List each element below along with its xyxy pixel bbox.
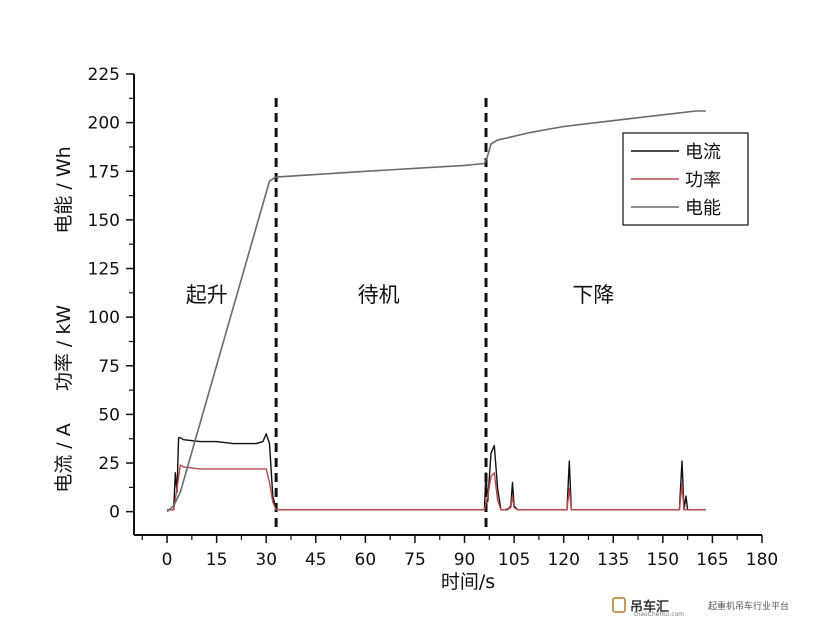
series-line-3: [166, 110, 706, 513]
watermark-tagline: 起重机吊车行业平台: [708, 602, 790, 612]
x-tick-label: 60: [355, 550, 377, 570]
x-tick-label: 105: [498, 550, 530, 570]
legend-label: 电能: [685, 198, 721, 219]
watermark-url: DiaoCheHui.com: [634, 611, 685, 618]
y-tick-label: 0: [109, 503, 120, 523]
x-tick-label: 15: [206, 550, 228, 570]
watermark-brand: 吊车汇: [630, 600, 670, 615]
series-line-1: [167, 433, 706, 511]
ticks: 0 15 30 45 60 75 90 105 120 135 150 165 180 0 25 50 75 10…: [88, 65, 779, 570]
y-tick-label: 175: [88, 162, 120, 182]
axis-titles: 时间/s 电流 / A 功率 / kW 电能 / Wh: [53, 146, 495, 593]
watermark-logo-icon: [612, 597, 626, 613]
y-tick-label: 150: [88, 211, 120, 231]
phase-labels: 起升 待机 下降: [186, 283, 615, 307]
x-tick-label: 180: [746, 550, 778, 570]
y-tick-label: 50: [98, 405, 120, 425]
x-tick-label: 90: [454, 550, 476, 570]
y-axis-title: 电能 / Wh: [53, 146, 75, 233]
y-tick-label: 225: [88, 65, 120, 85]
y-tick-label: 125: [88, 260, 120, 280]
y-tick-label: 75: [98, 357, 120, 377]
x-tick-label: 135: [597, 550, 629, 570]
series-lines: [166, 110, 706, 513]
x-tick-label: 45: [305, 550, 327, 570]
phase-label: 待机: [358, 283, 400, 307]
y-axis-title: 电流 / A: [53, 423, 75, 492]
y-tick-label: 200: [88, 114, 120, 134]
x-tick-label: 165: [696, 550, 728, 570]
legend-label: 电流: [685, 142, 721, 163]
phase-dividers: [274, 98, 488, 530]
y-axis-title: 功率 / kW: [53, 305, 75, 391]
phase-label: 下降: [572, 283, 614, 307]
phase-label: 起升: [186, 283, 228, 307]
y-tick-label: 25: [98, 454, 120, 474]
x-tick-label: 120: [547, 550, 579, 570]
x-axis-title: 时间/s: [441, 571, 495, 593]
x-tick-label: 75: [404, 550, 426, 570]
x-tick-label: 150: [647, 550, 679, 570]
y-tick-label: 100: [88, 308, 120, 328]
series-line-2: [167, 464, 706, 511]
x-tick-label: 30: [255, 550, 277, 570]
axes: [133, 74, 762, 536]
legend-label: 功率: [685, 170, 721, 191]
x-tick-label: 0: [162, 550, 173, 570]
